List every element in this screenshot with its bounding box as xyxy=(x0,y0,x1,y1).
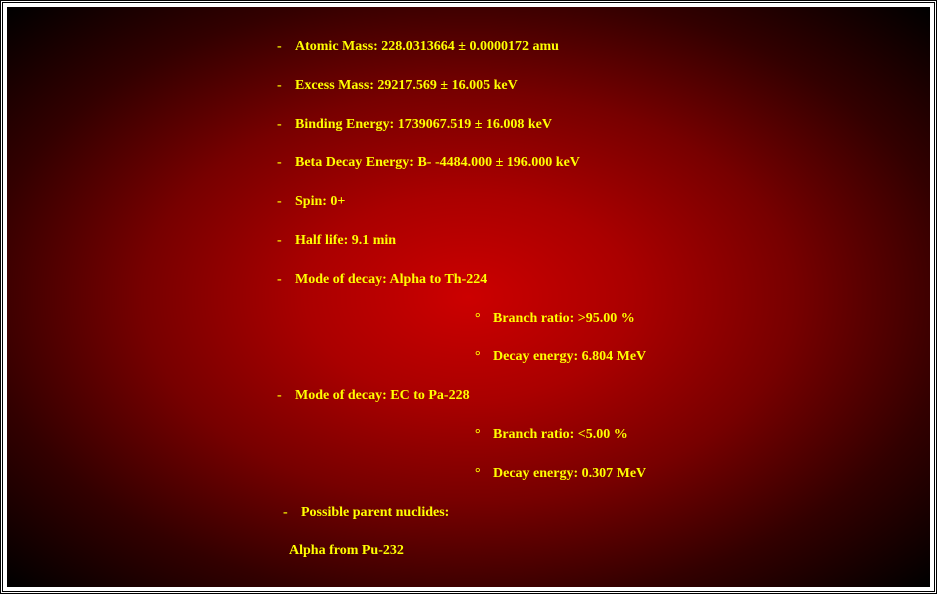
gradient-panel: - Atomic Mass: 228.0313664 ± 0.0000172 a… xyxy=(7,7,930,587)
property-row: - Binding Energy: 1739067.519 ± 16.008 k… xyxy=(277,117,910,134)
decay2-energy-text: Decay energy: 0.307 MeV xyxy=(493,466,646,483)
sub-property-row: ° Decay energy: 6.804 MeV xyxy=(475,349,910,366)
parent-nuclide-row: Alpha from Pu-232 xyxy=(289,543,910,560)
degree-bullet: ° xyxy=(475,427,493,444)
property-row: - Mode of decay: Alpha to Th-224 xyxy=(277,272,910,289)
property-row: - Possible parent nuclides: xyxy=(283,505,910,522)
dash-bullet: - xyxy=(277,272,295,289)
excess-mass-text: Excess Mass: 29217.569 ± 16.005 keV xyxy=(295,78,518,95)
atomic-mass-text: Atomic Mass: 228.0313664 ± 0.0000172 amu xyxy=(295,39,559,56)
decay-mode-1-text: Mode of decay: Alpha to Th-224 xyxy=(295,272,487,289)
sub-property-row: ° Branch ratio: >95.00 % xyxy=(475,311,910,328)
property-row: - Excess Mass: 29217.569 ± 16.005 keV xyxy=(277,78,910,95)
dash-bullet: - xyxy=(277,388,295,405)
decay1-branch-text: Branch ratio: >95.00 % xyxy=(493,311,635,328)
decay-mode-2-text: Mode of decay: EC to Pa-228 xyxy=(295,388,470,405)
decay1-energy-text: Decay energy: 6.804 MeV xyxy=(493,349,646,366)
property-row: - Half life: 9.1 min xyxy=(277,233,910,250)
binding-energy-text: Binding Energy: 1739067.519 ± 16.008 keV xyxy=(295,117,552,134)
property-row: - Spin: 0+ xyxy=(277,194,910,211)
document-frame: - Atomic Mass: 228.0313664 ± 0.0000172 a… xyxy=(0,0,937,594)
degree-bullet: ° xyxy=(475,349,493,366)
sub-property-row: ° Branch ratio: <5.00 % xyxy=(475,427,910,444)
property-row: - Mode of decay: EC to Pa-228 xyxy=(277,388,910,405)
property-row: - Atomic Mass: 228.0313664 ± 0.0000172 a… xyxy=(277,39,910,56)
property-row: - Beta Decay Energy: B- -4484.000 ± 196.… xyxy=(277,155,910,172)
dash-bullet: - xyxy=(277,194,295,211)
dash-bullet: - xyxy=(283,505,301,522)
degree-bullet: ° xyxy=(475,466,493,483)
parents-header-text: Possible parent nuclides: xyxy=(301,505,449,522)
beta-decay-text: Beta Decay Energy: B- -4484.000 ± 196.00… xyxy=(295,155,580,172)
dash-bullet: - xyxy=(277,78,295,95)
spin-text: Spin: 0+ xyxy=(295,194,345,211)
dash-bullet: - xyxy=(277,39,295,56)
decay2-branch-text: Branch ratio: <5.00 % xyxy=(493,427,628,444)
sub-property-row: ° Decay energy: 0.307 MeV xyxy=(475,466,910,483)
properties-list: - Atomic Mass: 228.0313664 ± 0.0000172 a… xyxy=(277,39,910,582)
parent1-text: Alpha from Pu-232 xyxy=(289,543,404,558)
dash-bullet: - xyxy=(277,233,295,250)
half-life-text: Half life: 9.1 min xyxy=(295,233,396,250)
dash-bullet: - xyxy=(277,117,295,134)
dash-bullet: - xyxy=(277,155,295,172)
degree-bullet: ° xyxy=(475,311,493,328)
